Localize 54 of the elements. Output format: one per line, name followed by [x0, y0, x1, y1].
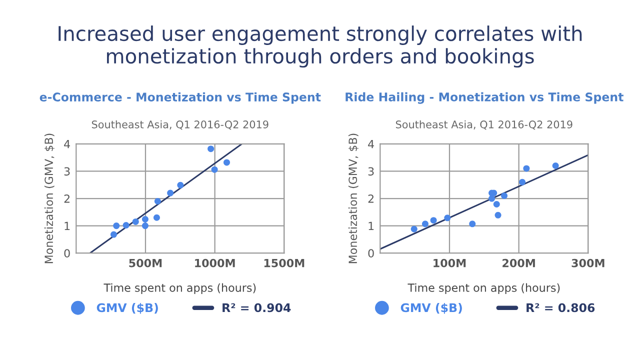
chart-title: Ride Hailing - Monetization vs Time Spent	[346, 92, 624, 104]
point	[113, 222, 120, 230]
text: Increased user engagement strongly correlates with monetization through orders and bookings	[58, 26, 582, 68]
point	[501, 192, 508, 200]
point	[153, 214, 160, 221]
point	[122, 222, 130, 229]
point	[223, 159, 230, 166]
legend-label: GMV ($B)	[400, 303, 462, 314]
point	[444, 214, 451, 222]
y-tick-label: 0	[64, 249, 70, 258]
x-tick-label: 1500M	[264, 258, 304, 268]
y-axis-title: Monetization (GMV, $B)	[348, 134, 359, 264]
y-tick-label: 3	[368, 167, 374, 176]
x-axis-title: Time spent on apps (hours)	[408, 283, 560, 294]
point	[142, 216, 148, 223]
legend-label: R² = 0.904	[222, 303, 291, 312]
x-tick-label: 500M	[129, 258, 162, 268]
y-tick-label: 1	[64, 222, 70, 230]
x-axis-title: Time spent on apps (hours)	[104, 283, 256, 294]
point	[422, 220, 428, 228]
y-tick-label: 4	[368, 140, 374, 148]
x-tick-label: 200M	[502, 258, 535, 268]
point	[208, 146, 214, 152]
point	[142, 222, 148, 230]
x-tick-label: 300M	[572, 258, 604, 268]
y-tick-label: 2	[368, 194, 374, 203]
point	[167, 190, 174, 196]
point	[211, 166, 218, 173]
point	[523, 165, 530, 172]
point	[177, 182, 184, 188]
point	[488, 195, 496, 202]
y-axis-title: Monetization (GMV, $B)	[44, 134, 55, 264]
y-tick-label: 0	[368, 249, 374, 258]
chart-subtitle: Southeast Asia, Q1 2016-Q2 2019	[396, 120, 572, 130]
point	[519, 178, 526, 186]
point	[410, 226, 418, 232]
y-tick-label: 1	[368, 222, 374, 230]
point	[494, 212, 502, 218]
chart-subtitle: Southeast Asia, Q1 2016-Q2 2019	[92, 120, 268, 130]
legend-label: GMV ($B)	[96, 303, 158, 314]
y-tick-label: 2	[64, 194, 70, 203]
y-tick-label: 3	[64, 167, 70, 176]
point	[552, 162, 559, 170]
y-tick-label: 4	[64, 140, 70, 148]
point	[110, 231, 117, 238]
point	[132, 218, 139, 225]
legend-label: R² = 0.806	[526, 303, 595, 312]
point	[469, 220, 476, 228]
point	[430, 217, 437, 224]
chart-title: e-Commerce - Monetization vs Time Spent	[40, 92, 321, 104]
x-tick-label: 100M	[434, 258, 466, 268]
x-tick-label: 1000M	[195, 258, 235, 268]
point	[493, 200, 500, 208]
point	[154, 198, 161, 204]
